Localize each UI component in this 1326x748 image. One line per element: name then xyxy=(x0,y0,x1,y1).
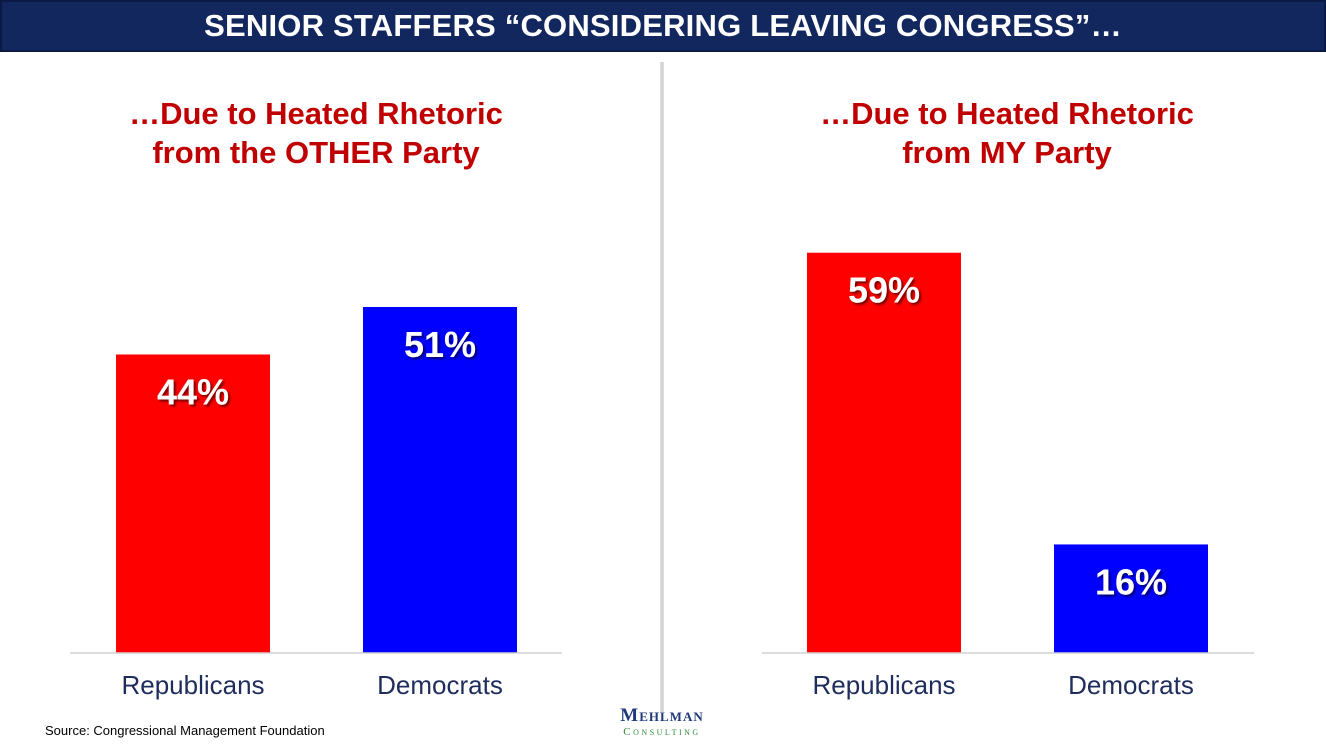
bar-democrats xyxy=(363,306,517,653)
bar-value-label: 51% xyxy=(404,324,476,365)
panel-divider xyxy=(660,62,664,712)
bar-value-label: 44% xyxy=(157,371,229,412)
mehlman-logo: Mehlman Consulting xyxy=(600,705,724,739)
chart-title-line: …Due to Heated Rhetoric xyxy=(129,96,503,131)
source-note: Source: Congressional Management Foundat… xyxy=(45,723,325,738)
category-label: Republicans xyxy=(812,670,955,700)
chart-title-line: from MY Party xyxy=(902,135,1112,170)
chart-title-line: from the OTHER Party xyxy=(152,135,480,170)
bar-value-label: 59% xyxy=(848,270,920,311)
category-label: Democrats xyxy=(377,670,503,700)
category-label: Democrats xyxy=(1068,670,1194,700)
bar-democrats xyxy=(1054,544,1208,653)
logo-wordmark-bottom: Consulting xyxy=(623,726,701,738)
bar-republicans xyxy=(807,252,961,653)
bar-value-label: 16% xyxy=(1095,561,1167,602)
chart-title-line: …Due to Heated Rhetoric xyxy=(820,96,1194,131)
bar-republicans xyxy=(116,354,270,653)
logo-wordmark-top: Mehlman xyxy=(620,705,704,726)
page-title: SENIOR STAFFERS “CONSIDERING LEAVING CON… xyxy=(0,0,1326,52)
category-label: Republicans xyxy=(121,670,264,700)
